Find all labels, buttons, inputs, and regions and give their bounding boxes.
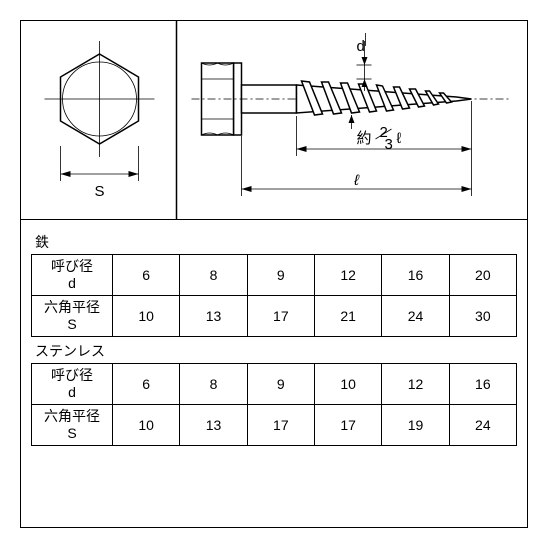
screw-diagram: S [21, 21, 527, 220]
spec-tables: 鉄 呼び径d 6 8 9 12 16 20 六角平径S 10 13 17 21 [21, 220, 527, 454]
table-row: 呼び径d 6 8 9 12 16 20 [32, 255, 517, 296]
frac-l: ℓ [397, 130, 402, 147]
label-S: S [94, 183, 104, 200]
material-label-1: 鉄 [35, 232, 517, 252]
row-header: 六角平径S [32, 405, 113, 446]
table-row: 六角平径S 10 13 17 17 19 24 [32, 405, 517, 446]
row-header: 呼び径d [32, 364, 113, 405]
material-label-2: ステンレス [35, 341, 517, 361]
row-header: 六角平径S [32, 296, 113, 337]
label-d: d [357, 38, 365, 55]
label-l: ℓ [353, 172, 360, 189]
table-row: 呼び径d 6 8 9 10 12 16 [32, 364, 517, 405]
label-approx: 約 [357, 130, 372, 147]
frac-bot: 3 [385, 136, 393, 153]
table-stainless: 呼び径d 6 8 9 10 12 16 六角平径S 10 13 17 17 19… [31, 363, 517, 446]
svg-text:約: 約 [357, 130, 372, 147]
table-iron: 呼び径d 6 8 9 12 16 20 六角平径S 10 13 17 21 24… [31, 254, 517, 337]
table-row: 六角平径S 10 13 17 21 24 30 [32, 296, 517, 337]
row-header: 呼び径d [32, 255, 113, 296]
